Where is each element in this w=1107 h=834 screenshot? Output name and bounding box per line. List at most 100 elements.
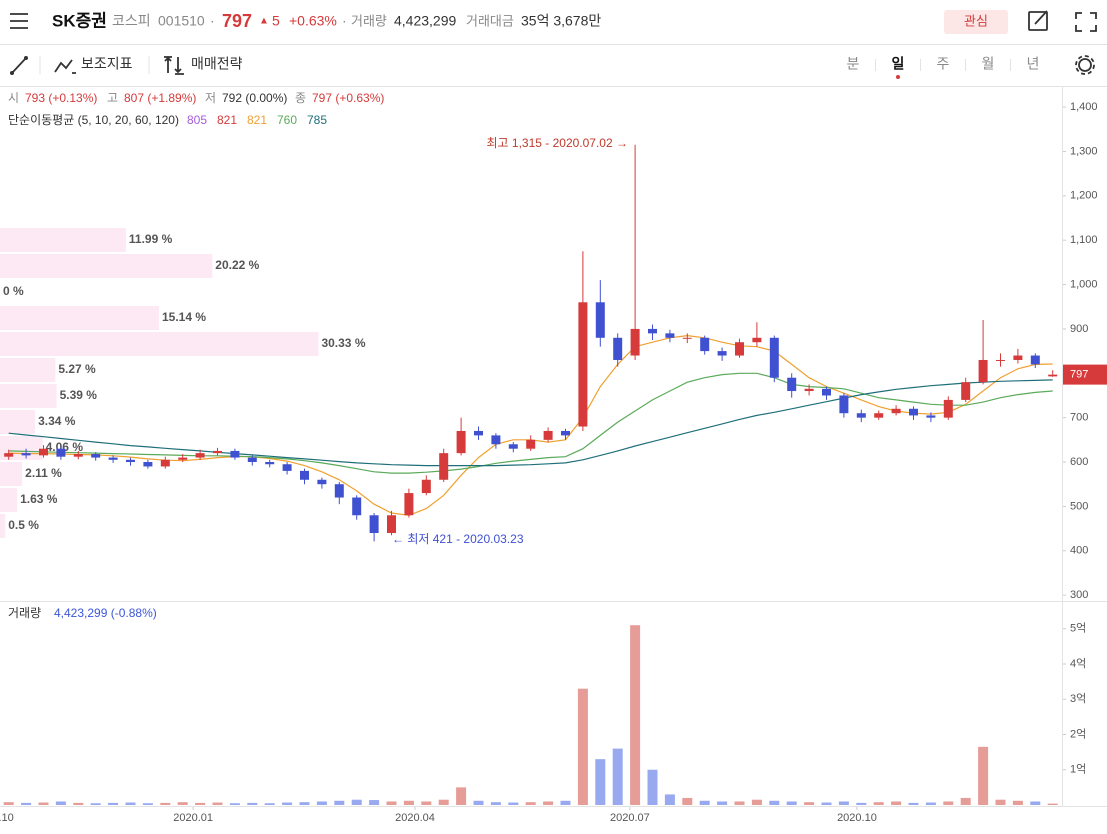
volume-bar (960, 797, 971, 805)
draw-icon[interactable] (10, 56, 28, 75)
volume-profile-bar (0, 306, 159, 330)
volume-bar (21, 802, 32, 805)
candle-body (961, 382, 971, 400)
candle-body (387, 515, 396, 534)
volume-bar (160, 802, 171, 805)
indicator-button[interactable]: 보조지표 (81, 56, 133, 72)
y-tick-label: 700 (1070, 412, 1088, 424)
dot: · (342, 13, 347, 29)
fullscreen-icon[interactable] (1075, 12, 1097, 32)
volume-bar (647, 769, 658, 805)
volume-bar (734, 801, 745, 805)
candle-body (978, 359, 988, 383)
candle-body (1030, 355, 1040, 365)
candle-body (526, 439, 536, 449)
volume-profile-label: 30.33 % (321, 336, 365, 350)
ma-legend-value: 785 (307, 113, 327, 127)
candle-body (4, 453, 14, 457)
volume-profile-bar (0, 462, 23, 486)
candle-body (282, 464, 292, 471)
settings-icon[interactable] (1075, 55, 1095, 75)
volume-pane-value: 4,423,299 (-0.88%) (54, 606, 157, 620)
candle-body (91, 454, 101, 458)
volume-profile-label: 11.99 % (129, 232, 173, 246)
candle-body (300, 470, 309, 480)
volume-profile-label: 20.22 % (215, 258, 259, 272)
volume-bar (195, 802, 206, 805)
period-tab[interactable]: 년 (1027, 56, 1040, 72)
volume-bar (351, 799, 362, 805)
volume-profile-label: 4.06 % (46, 440, 84, 454)
volume-bar (699, 800, 710, 805)
volume-bar (612, 748, 623, 805)
watch-button[interactable]: 관심 (964, 13, 988, 28)
candle-body (508, 444, 518, 449)
strategy-button[interactable]: 매매전략 (191, 56, 243, 72)
volume-bar (282, 802, 293, 805)
volume-bar (543, 801, 554, 805)
volume-bar (525, 802, 536, 805)
ma-legend-value: 821 (247, 113, 267, 127)
candle-body (543, 430, 553, 440)
y-tick-label: 500 (1070, 500, 1088, 512)
candle-body (926, 415, 936, 418)
candle-body (787, 377, 797, 392)
volume-bar (873, 802, 884, 805)
candle-body (143, 462, 153, 467)
candle-body (56, 448, 66, 457)
candle-body (665, 333, 675, 338)
volume-bar (717, 801, 728, 805)
candle-body (822, 388, 831, 396)
volume-bar (438, 799, 449, 805)
amount: 35억 3,678만 (521, 13, 601, 29)
volume-profile-label: 1.63 % (20, 492, 58, 506)
period-tab[interactable]: 분 (847, 56, 860, 72)
volume-profile-bar (0, 358, 56, 382)
volume-bar (142, 803, 153, 805)
volume-profile-bar (0, 228, 126, 252)
candle-body (682, 337, 692, 339)
volume-profile-label: 5.39 % (60, 388, 98, 402)
candle-body (265, 462, 275, 465)
period-tab[interactable]: 월 (982, 56, 995, 72)
volume-profile-bar (0, 410, 36, 434)
ma-legend-value: 821 (217, 113, 237, 127)
volume-bar (943, 801, 954, 805)
high-annotation: 최고 1,315 - 2020.07.02 → (486, 136, 628, 150)
volume-bar (682, 797, 693, 805)
x-tick-label: 2020.01 (173, 812, 213, 824)
candle-body (369, 515, 379, 534)
y-tick-label: 600 (1070, 456, 1088, 468)
volume-bar (630, 625, 641, 805)
volume-bar (299, 802, 310, 805)
volume-profile-bar (0, 254, 213, 278)
y-tick-label: 400 (1070, 545, 1088, 557)
y-tick-label: 1,000 (1070, 278, 1098, 290)
edit-icon[interactable] (1028, 10, 1048, 31)
y-tick-label: 1,200 (1070, 190, 1098, 202)
volume-bar (247, 802, 258, 805)
indicator-icon[interactable] (54, 59, 76, 74)
y-tick-label: 5억 (1070, 622, 1086, 635)
candle-body (439, 453, 449, 480)
candle-body (856, 413, 866, 418)
candle-body (39, 448, 48, 456)
strategy-icon[interactable] (164, 56, 184, 75)
candle-body (178, 457, 188, 460)
candle-body (561, 430, 570, 436)
candle-body (943, 399, 953, 418)
period-tab[interactable]: 주 (937, 56, 950, 72)
menu-icon[interactable] (10, 13, 28, 29)
period-tab[interactable]: 일 (892, 56, 905, 72)
volume-profile-label: 2.11 % (25, 466, 62, 480)
y-tick-label: 2억 (1070, 727, 1086, 740)
ohlc-label: 고 (107, 91, 118, 105)
y-tick-label: 1,400 (1070, 101, 1098, 113)
candle-body (613, 337, 623, 360)
watch-button-bg[interactable] (944, 10, 1008, 34)
volume-bar (108, 802, 119, 805)
candle-body (630, 328, 640, 356)
volume-bar (856, 802, 867, 805)
price-tag-label: 797 (1070, 369, 1088, 381)
candle-body (195, 453, 205, 458)
